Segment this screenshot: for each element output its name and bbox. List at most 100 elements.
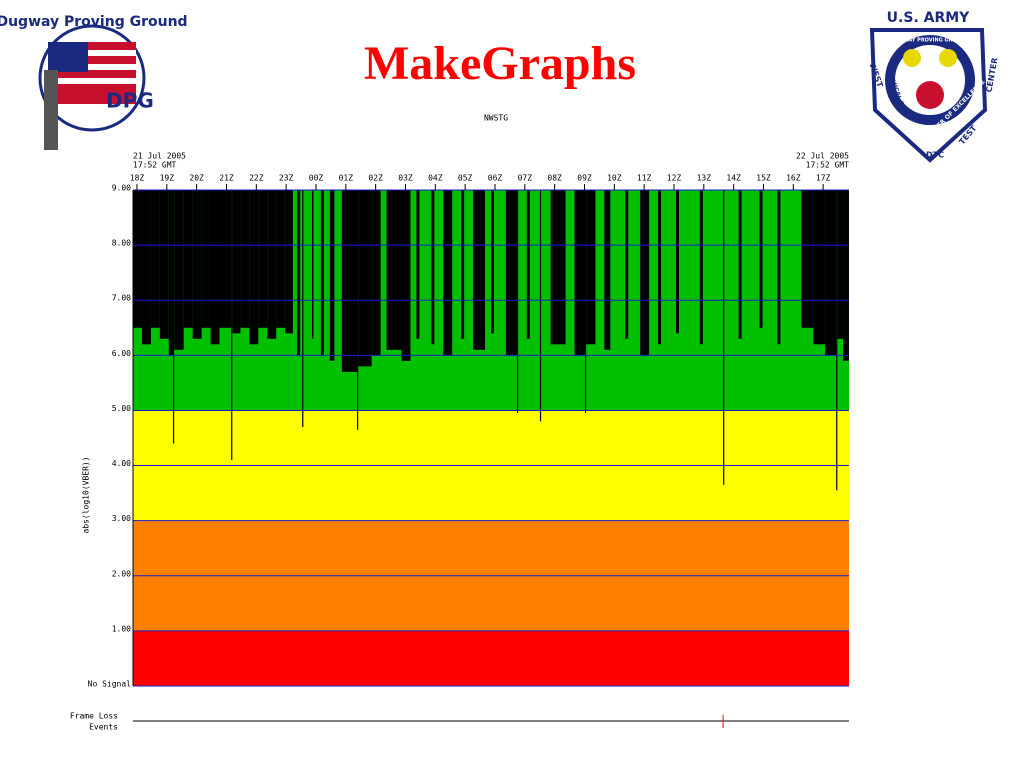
signal-gap (586, 190, 596, 345)
signal-gap (401, 190, 411, 361)
y-tick-label: 1.00 (112, 624, 131, 633)
x-tick-label: 15Z (756, 174, 771, 183)
signal-gap (312, 190, 314, 339)
logo-text: DUGWAY PROVING GROUND (891, 38, 969, 44)
signal-gap (183, 190, 193, 328)
signal-gap (371, 190, 381, 356)
signal-gap (320, 190, 324, 356)
x-tick-label: 09Z (577, 174, 592, 183)
slide-title: MakeGraphs (364, 37, 636, 90)
signal-gap (658, 190, 662, 345)
signal-gap (813, 190, 826, 345)
signal-gap (461, 190, 465, 339)
logo-text: CENTER (985, 57, 1000, 93)
signal-gap (584, 190, 587, 414)
x-tick-label: 20Z (189, 174, 204, 183)
flag-canton (48, 42, 88, 72)
left-logo: Dugway Proving Ground DPG (0, 14, 188, 150)
y-tick-label: 2.00 (112, 569, 131, 578)
x-tick-label: 05Z (458, 174, 473, 183)
end-time: 17:52 GMT (806, 161, 850, 170)
signal-gap (168, 190, 173, 356)
x-tick-label: 01Z (339, 174, 354, 183)
signal-gap (231, 190, 233, 461)
signal-gap (219, 190, 232, 328)
right-logo: U.S. ARMY DUGWAY PROVING GROUND WEST CHE… (867, 10, 1000, 163)
signal-gap (431, 190, 435, 345)
signal-gap (640, 190, 650, 356)
events-label: Events (89, 723, 118, 732)
x-tick-label: 17Z (816, 174, 831, 183)
logo-text: U.S. ARMY (887, 10, 971, 26)
signal-gap (192, 190, 202, 339)
plot: No Signal 1.00 2.00 3.00 4.00 5.00 6.00 7.00 8.0… (88, 174, 849, 728)
x-tick-label: 16Z (786, 174, 801, 183)
signal-gap (297, 190, 301, 356)
logo-text: Dugway Proving Ground (0, 14, 188, 30)
signal-gap (358, 190, 372, 367)
signal-gap (699, 190, 703, 345)
x-tick-label: 23Z (279, 174, 294, 183)
x-tick-label: 02Z (368, 174, 383, 183)
logo-icon (903, 49, 921, 67)
signal-gap (133, 190, 142, 328)
y-tick-label: 4.00 (112, 459, 131, 468)
x-tick-label: 06Z (488, 174, 503, 183)
y-tick-label: 8.00 (112, 239, 131, 248)
flag-stripe (48, 78, 136, 84)
x-tick-label: 13Z (697, 174, 712, 183)
signal-gap (258, 190, 268, 328)
signal-gap (302, 190, 304, 427)
x-tick-label: 04Z (428, 174, 443, 183)
signal-gap (738, 190, 742, 339)
signal-gap (801, 190, 814, 328)
signal-gap (210, 190, 220, 345)
signal-gap (249, 190, 259, 345)
signal-gap (276, 190, 286, 328)
y-axis-label: abs(log10(VBER)) (82, 456, 91, 533)
y-tick-label: 9.00 (112, 184, 131, 193)
value-band (133, 630, 849, 686)
x-tick-label: 19Z (160, 174, 175, 183)
y-tick-label: 6.00 (112, 349, 131, 358)
signal-gap (329, 190, 335, 361)
x-tick-label: 22Z (249, 174, 264, 183)
signal-gap (539, 190, 542, 422)
signal-gap (625, 190, 629, 339)
signal-gap (141, 190, 151, 345)
x-tick-label: 03Z (398, 174, 413, 183)
signal-gap (357, 190, 359, 430)
signal-gap (675, 190, 679, 334)
signal-gap (777, 190, 781, 345)
signal-gap (150, 190, 160, 328)
x-tick-label: 21Z (219, 174, 234, 183)
signal-gap (505, 190, 517, 356)
y-tick-label: 5.00 (112, 404, 131, 413)
signal-gap (550, 190, 566, 345)
signal-gap (172, 190, 175, 444)
x-tick-label: 14Z (726, 174, 741, 183)
logo-text: DTC (926, 151, 944, 160)
flag-stripe (48, 64, 136, 70)
signal-gap (341, 190, 358, 372)
signal-gap (843, 190, 849, 361)
logo-icon (939, 49, 957, 67)
signal-gap (491, 190, 494, 334)
chart-title: NWSTG (484, 114, 508, 123)
logo-icon (916, 81, 944, 109)
signal-gap (267, 190, 277, 339)
x-tick-label: 18Z (130, 174, 145, 183)
start-date: 21 Jul 2005 (133, 152, 186, 161)
x-tick-label: 07Z (518, 174, 533, 183)
signal-gap (174, 190, 184, 350)
signal-gap (285, 190, 293, 334)
signal-gap (516, 190, 519, 414)
signal-gap (416, 190, 420, 339)
y-tick-label: 7.00 (112, 294, 131, 303)
signal-gap (386, 190, 402, 350)
signal-gap (825, 190, 837, 356)
signal-gap (574, 190, 585, 356)
signal-gap (240, 190, 250, 328)
events-label: Frame Loss (70, 712, 118, 721)
